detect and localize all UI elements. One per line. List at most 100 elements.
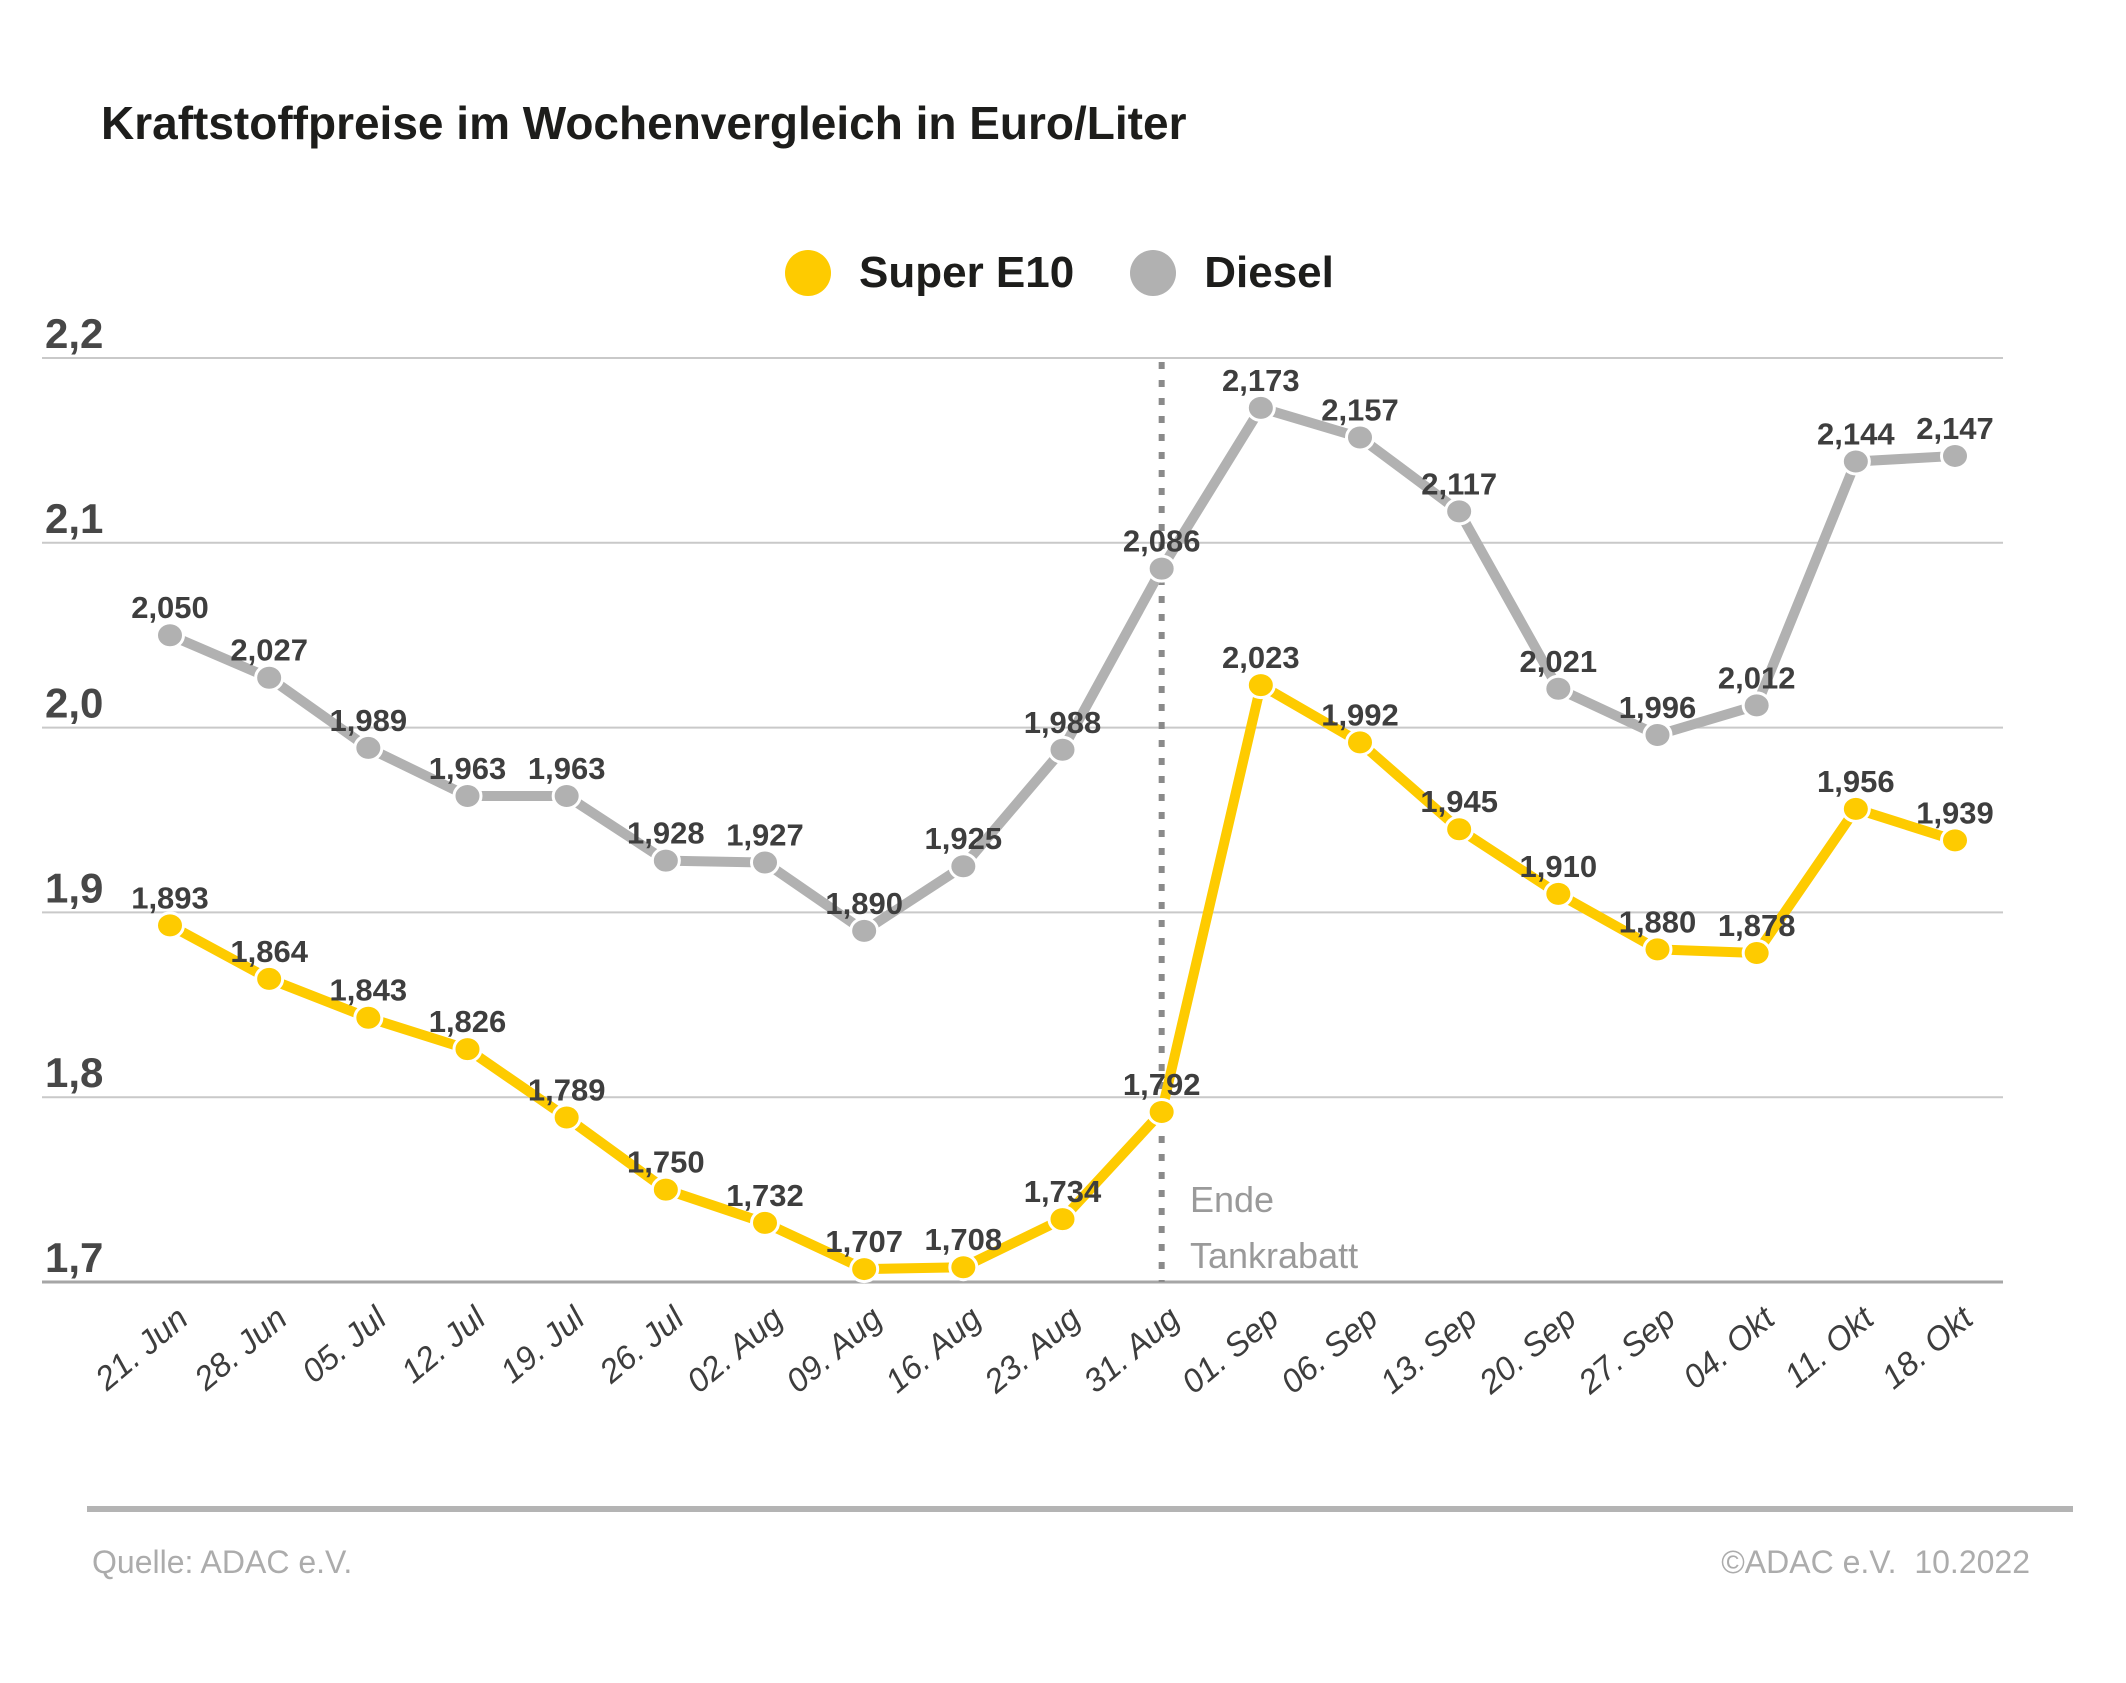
x-axis-tick-label: 18. Okt [1874,1298,1981,1396]
value-label-diesel: 2,173 [1222,363,1300,398]
value-label-super-e10: 1,939 [1916,795,1994,830]
y-axis-tick-label: 2,0 [45,680,103,727]
footer-divider [87,1506,2073,1512]
data-point-diesel [1642,720,1673,749]
data-point-super-e10 [1047,1205,1078,1234]
value-label-super-e10: 1,843 [330,973,408,1008]
source-note: Quelle: ADAC e.V. [92,1544,353,1580]
x-axis-tick-label: 23. Aug [976,1299,1087,1401]
data-point-diesel [1245,393,1276,422]
legend: Super E10 Diesel [785,250,1334,296]
data-point-diesel [452,781,483,810]
x-axis-tick-label: 16. Aug [878,1299,988,1400]
y-axis-tick-label: 1,9 [45,864,103,911]
x-axis-tick-label: 27. Sep [1570,1299,1682,1401]
value-label-super-e10: 1,893 [131,880,209,915]
series-line-diesel [165,402,1960,936]
x-axis-tick-label: 31. Aug [1076,1299,1186,1400]
value-label-diesel: 1,996 [1619,690,1697,725]
data-point-diesel [849,916,880,945]
value-label-diesel: 1,989 [330,703,408,738]
value-label-diesel: 2,027 [230,633,308,668]
value-label-super-e10: 1,956 [1817,764,1895,799]
value-label-super-e10: 1,992 [1321,697,1399,732]
data-point-super-e10 [948,1253,979,1282]
data-point-diesel [1146,554,1177,583]
x-axis-tick-label: 04. Okt [1676,1298,1783,1396]
annotation-tankrabatt: Tankrabatt [1190,1235,1358,1276]
data-point-diesel [1345,423,1375,452]
data-point-super-e10 [849,1255,880,1284]
value-label-super-e10: 1,708 [925,1222,1003,1257]
data-point-diesel [650,846,681,875]
data-point-super-e10 [155,911,185,940]
data-point-super-e10 [254,964,285,993]
value-label-diesel: 2,012 [1718,660,1796,695]
data-point-diesel [353,733,384,762]
data-point-super-e10 [452,1035,483,1064]
data-point-diesel [1543,674,1574,703]
y-axis-tick-label: 1,8 [45,1049,103,1096]
value-label-diesel: 2,086 [1123,524,1201,559]
data-point-diesel [750,848,780,877]
value-label-diesel: 2,021 [1520,644,1598,679]
data-point-diesel [1047,735,1078,764]
x-axis-tick-label: 13. Sep [1373,1299,1484,1400]
value-label-diesel: 1,927 [726,818,804,853]
diesel-dot-icon [1130,250,1177,296]
value-label-super-e10: 1,707 [825,1224,903,1259]
value-label-super-e10: 1,880 [1619,904,1697,939]
value-label-diesel: 1,928 [627,816,705,851]
data-point-super-e10 [353,1003,384,1032]
annotation-ende: Ende [1190,1179,1274,1220]
super-e10-dot-icon [785,250,831,296]
x-axis-tick-label: 02. Aug [680,1299,790,1400]
value-label-diesel: 1,963 [528,751,606,786]
value-label-super-e10: 1,732 [726,1178,804,1213]
x-axis-tick-label: 05. Jul [295,1298,395,1390]
data-point-super-e10 [1940,826,1970,855]
legend-label-diesel: Diesel [1204,248,1334,297]
x-axis-tick-label: 12. Jul [394,1298,494,1390]
data-point-super-e10 [1245,671,1276,700]
data-point-diesel [254,663,285,692]
value-label-diesel: 1,988 [1024,705,1102,740]
value-label-super-e10: 1,945 [1420,784,1498,819]
data-point-super-e10 [1840,794,1871,823]
x-axis-tick-label: 19. Jul [493,1298,593,1390]
legend-item-super-e10: Super E10 [785,250,1074,296]
x-axis-tick-label: 26. Jul [591,1298,691,1391]
value-label-super-e10: 1,750 [627,1145,705,1180]
data-point-super-e10 [1543,879,1574,908]
data-point-super-e10 [1741,939,1772,968]
value-label-super-e10: 1,878 [1718,908,1796,943]
x-axis-tick-label: 20. Sep [1471,1299,1583,1401]
data-point-diesel [551,781,582,810]
value-label-diesel: 1,963 [429,751,507,786]
data-point-super-e10 [1444,815,1475,844]
x-axis-tick-label: 01. Sep [1174,1299,1285,1400]
value-label-super-e10: 1,910 [1520,849,1598,884]
copyright-note: ©ADAC e.V. 10.2022 [1721,1544,2030,1580]
page-title: Kraftstoffpreise im Wochenvergleich in E… [101,97,1187,149]
value-label-super-e10: 1,792 [1123,1067,1201,1102]
data-point-super-e10 [750,1208,780,1237]
x-axis-tick-label: 11. Okt [1777,1298,1882,1394]
value-label-diesel: 1,925 [925,821,1003,856]
data-point-super-e10 [1642,935,1673,964]
y-axis-tick-label: 2,2 [45,310,103,357]
value-label-diesel: 2,144 [1817,416,1895,451]
value-label-super-e10: 1,864 [230,934,308,969]
x-axis-tick-label: 21. Jun [87,1299,194,1398]
value-label-super-e10: 2,023 [1222,640,1300,675]
data-point-super-e10 [650,1175,681,1204]
x-axis-tick-label: 28. Jun [186,1299,293,1398]
legend-label-super-e10: Super E10 [859,248,1075,297]
y-axis-tick-label: 2,1 [45,495,103,542]
value-label-super-e10: 1,826 [429,1004,507,1039]
data-point-super-e10 [1146,1097,1177,1126]
data-point-diesel [1940,441,1970,470]
data-point-diesel [155,621,185,650]
